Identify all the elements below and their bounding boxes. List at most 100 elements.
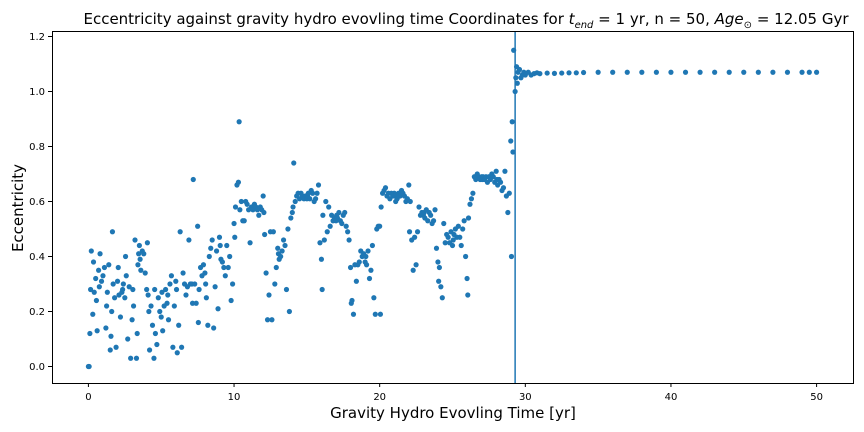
data-point	[319, 286, 325, 293]
data-point	[270, 229, 276, 235]
data-point	[193, 300, 199, 306]
data-point	[108, 333, 114, 339]
data-point	[283, 286, 290, 293]
data-point	[465, 292, 471, 298]
data-point	[229, 281, 236, 287]
data-point	[237, 207, 243, 213]
data-point	[464, 275, 470, 282]
data-point	[176, 322, 182, 328]
data-point	[125, 336, 131, 342]
data-point	[203, 281, 209, 287]
x-tick-label: 0	[85, 392, 91, 403]
data-point	[183, 292, 189, 298]
x-tick-label: 40	[665, 392, 678, 403]
data-point	[110, 281, 116, 287]
data-point	[157, 308, 163, 315]
data-point	[410, 267, 416, 273]
data-point	[228, 297, 234, 304]
data-point	[107, 347, 113, 353]
data-point	[279, 248, 285, 254]
data-point	[345, 229, 351, 235]
data-point	[126, 284, 132, 290]
data-point	[516, 66, 523, 73]
data-point	[206, 253, 212, 260]
data-point	[94, 328, 100, 334]
data-point	[266, 292, 272, 298]
data-point	[323, 198, 329, 205]
data-point	[509, 119, 515, 125]
data-point	[122, 295, 128, 301]
data-point	[232, 234, 238, 240]
data-point	[280, 237, 287, 243]
x-axis-label: Gravity Hydro Evovling Time [yr]	[330, 404, 576, 422]
data-point	[173, 286, 180, 293]
data-point	[133, 355, 140, 361]
data-point	[232, 204, 239, 210]
data-point	[222, 273, 228, 279]
data-point	[190, 176, 196, 183]
data-point	[326, 204, 332, 210]
data-point	[497, 179, 504, 185]
data-point	[215, 306, 221, 312]
chart-title: Eccentricity against gravity hydro evovl…	[83, 10, 849, 31]
data-point	[134, 330, 140, 337]
data-point	[263, 270, 269, 276]
data-point	[115, 264, 121, 271]
data-point	[179, 344, 185, 350]
y-axis-label: Eccentricity	[9, 164, 27, 252]
data-point	[741, 69, 747, 75]
data-point	[123, 273, 129, 279]
data-point	[365, 248, 371, 254]
data-point	[455, 223, 461, 229]
data-point	[135, 262, 141, 268]
data-point	[291, 160, 297, 166]
data-point	[117, 314, 124, 320]
data-point	[439, 295, 445, 301]
data-point	[465, 215, 472, 221]
data-point	[508, 253, 515, 260]
data-point	[158, 314, 164, 320]
data-point	[132, 237, 138, 243]
data-point	[261, 209, 267, 216]
data-point	[216, 234, 223, 240]
y-tick-label: 0.4	[29, 252, 45, 263]
y-tick-label: 1.0	[29, 87, 45, 98]
data-point	[211, 325, 217, 331]
data-point	[363, 253, 369, 260]
y-tick-label: 0.8	[29, 142, 45, 153]
data-point	[144, 286, 150, 293]
data-point	[238, 198, 244, 205]
data-point	[171, 303, 177, 309]
data-point	[310, 190, 316, 196]
data-point	[467, 201, 473, 207]
data-point	[595, 69, 601, 75]
y-axis-ticks: 0.0 0.2 0.4 0.6 0.8 1.0 1.2	[29, 32, 52, 373]
data-point	[235, 179, 242, 185]
data-point	[339, 220, 345, 227]
data-point	[445, 234, 451, 240]
data-point	[137, 256, 143, 262]
data-point	[151, 355, 157, 361]
data-point	[154, 341, 160, 348]
data-point	[202, 270, 208, 276]
data-point	[219, 259, 225, 265]
data-point	[196, 286, 202, 293]
y-tick-label: 1.2	[29, 32, 45, 43]
data-point	[130, 303, 137, 309]
data-point	[264, 317, 271, 323]
data-point	[93, 275, 99, 282]
data-point	[343, 223, 349, 229]
data-point	[87, 330, 93, 337]
data-point	[407, 198, 413, 205]
data-point	[174, 350, 180, 356]
data-point	[441, 220, 447, 227]
data-point	[321, 237, 327, 243]
data-point	[145, 292, 151, 298]
data-point	[327, 223, 333, 229]
data-point	[122, 253, 129, 260]
data-point	[342, 209, 348, 216]
data-point	[203, 295, 209, 301]
data-point	[101, 264, 108, 271]
data-point	[208, 245, 214, 251]
data-point	[168, 273, 175, 279]
